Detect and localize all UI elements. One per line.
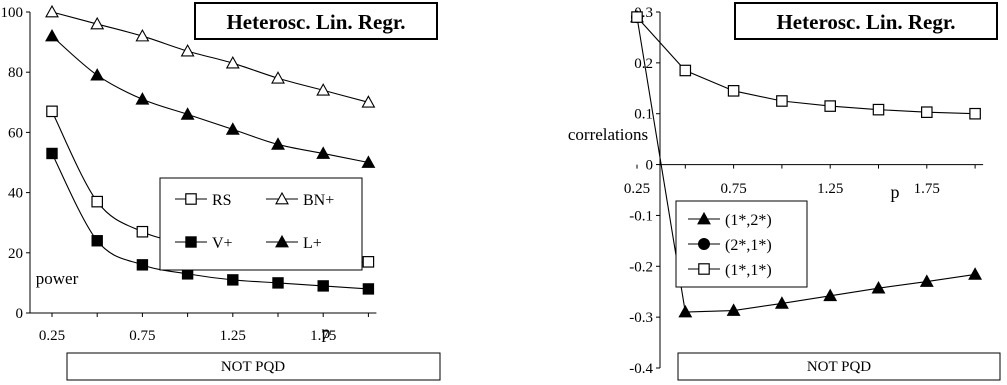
y-tick-label: -0.2 — [629, 259, 653, 275]
x-tick-label: 1.75 — [310, 328, 336, 344]
x-tick-label: 0.25 — [624, 181, 650, 197]
x-axis-label: p — [891, 182, 900, 202]
data-point-V+ — [362, 283, 375, 295]
legend-label: (2*,1*) — [725, 237, 772, 254]
data-point-(1*,2*) — [726, 303, 741, 316]
data-point-RS — [91, 195, 103, 208]
data-point-BN+ — [180, 43, 195, 57]
chart-title-box — [734, 2, 998, 40]
y-tick-label: 0 — [16, 306, 24, 322]
series-line-(1*,1*) — [636, 16, 976, 115]
data-point-BN+ — [135, 28, 150, 42]
legend-marker-V+ — [185, 236, 197, 248]
x-tick-label: 0.75 — [720, 181, 746, 197]
data-point-BN+ — [361, 95, 376, 108]
data-point-(1*,1*) — [920, 106, 933, 118]
x-tick-label: 0.25 — [39, 328, 65, 344]
x-tick-label: 1.75 — [914, 181, 940, 197]
footer-label: NOT PQD — [807, 359, 871, 375]
y-axis-label: power — [36, 269, 79, 288]
y-tick-label: 60 — [8, 125, 23, 141]
y-tick-label: 0.2 — [634, 56, 653, 72]
data-point-(1*,1*) — [727, 85, 740, 97]
data-point-(1*,2*) — [968, 267, 983, 280]
y-tick-label: 0.1 — [634, 107, 653, 123]
data-point-(1*,1*) — [776, 95, 788, 107]
x-tick-label: 1.25 — [220, 328, 246, 344]
y-tick-label: -0.3 — [629, 310, 653, 326]
data-point-L+ — [271, 137, 285, 150]
data-point-BN+ — [271, 71, 285, 84]
legend-marker-(1*,2*) — [697, 211, 711, 225]
legend-marker-RS — [185, 193, 197, 205]
data-point-V+ — [317, 280, 329, 292]
data-point-L+ — [90, 68, 105, 81]
x-tick-label: 0.75 — [129, 328, 155, 344]
y-tick-label: 0 — [646, 158, 654, 174]
y-axis-label-bg — [35, 269, 79, 289]
data-point-RS — [136, 225, 149, 238]
y-axis-label-bg — [564, 125, 652, 145]
data-point-(1*,1*) — [679, 64, 692, 77]
y-tick-label: -0.1 — [629, 208, 653, 224]
data-point-(1*,1*) — [824, 100, 836, 112]
chart-title: Heterosc. Lin. Regr. — [226, 10, 405, 34]
y-axis-label: correlations — [568, 125, 648, 144]
y-tick-label: -0.4 — [629, 361, 653, 377]
legend-marker-(1*,1*) — [698, 263, 710, 275]
legend-label: L+ — [303, 235, 322, 252]
data-point-(1*,2*) — [871, 281, 886, 294]
data-point-BN+ — [225, 56, 240, 69]
y-tick-label: 100 — [1, 5, 24, 21]
legend-label: (1*,1*) — [725, 262, 772, 279]
legend-label: BN+ — [303, 192, 334, 209]
data-point-RS — [46, 105, 58, 118]
legend-label: RS — [212, 192, 232, 209]
series-line-(1*,2*) — [636, 16, 976, 313]
legend-label: V+ — [212, 235, 233, 252]
data-point-BN+ — [45, 4, 59, 18]
data-point-(1*,1*) — [872, 103, 885, 116]
chart-1: 0 20 40 60 80 100 0.25 0.75 1.25 1.75p power Hetero… — [1, 2, 441, 381]
chart-title: Heterosc. Lin. Regr. — [776, 10, 955, 34]
legend-marker-BN+ — [275, 191, 289, 205]
legend-marker-(2*,1*) — [698, 238, 710, 250]
y-tick-label: 20 — [8, 246, 23, 262]
legend-marker-L+ — [275, 234, 289, 248]
series-line-L+ — [51, 35, 369, 164]
data-point-BN+ — [316, 83, 331, 96]
data-point-V+ — [46, 147, 58, 160]
data-point-(1*,2*) — [823, 288, 838, 302]
legend-label: (1*,2*) — [725, 212, 772, 229]
data-point-(1*,1*) — [969, 107, 981, 120]
data-point-L+ — [316, 146, 331, 159]
data-point-(1*,2*) — [919, 274, 934, 287]
chart-title-box — [194, 2, 438, 40]
footer-box — [677, 352, 1001, 381]
chart-2: -0.4-0.3-0.2-0.100.10.20.30.25 0.75 1.25 1.… — [564, 2, 1001, 381]
y-tick-label: 40 — [8, 186, 23, 202]
data-point-(1*,1*) — [631, 11, 643, 23]
data-point-(1*,2*) — [678, 304, 693, 318]
data-point-V+ — [136, 259, 149, 271]
data-point-V+ — [227, 274, 239, 286]
data-point-L+ — [180, 107, 195, 120]
data-point-V+ — [272, 277, 284, 289]
data-point-BN+ — [90, 16, 105, 30]
data-point-L+ — [361, 155, 376, 168]
footer-box — [66, 352, 441, 381]
data-point-V+ — [91, 235, 103, 247]
y-tick-label: 80 — [8, 65, 23, 81]
x-tick-label: 1.25 — [817, 181, 843, 197]
data-point-RS — [362, 256, 375, 268]
x-axis-label: p — [322, 322, 331, 342]
data-point-L+ — [225, 122, 240, 135]
data-point-L+ — [45, 28, 59, 42]
data-point-(1*,2*) — [774, 296, 789, 309]
data-point-L+ — [135, 92, 150, 105]
footer-label: NOT PQD — [221, 359, 285, 375]
